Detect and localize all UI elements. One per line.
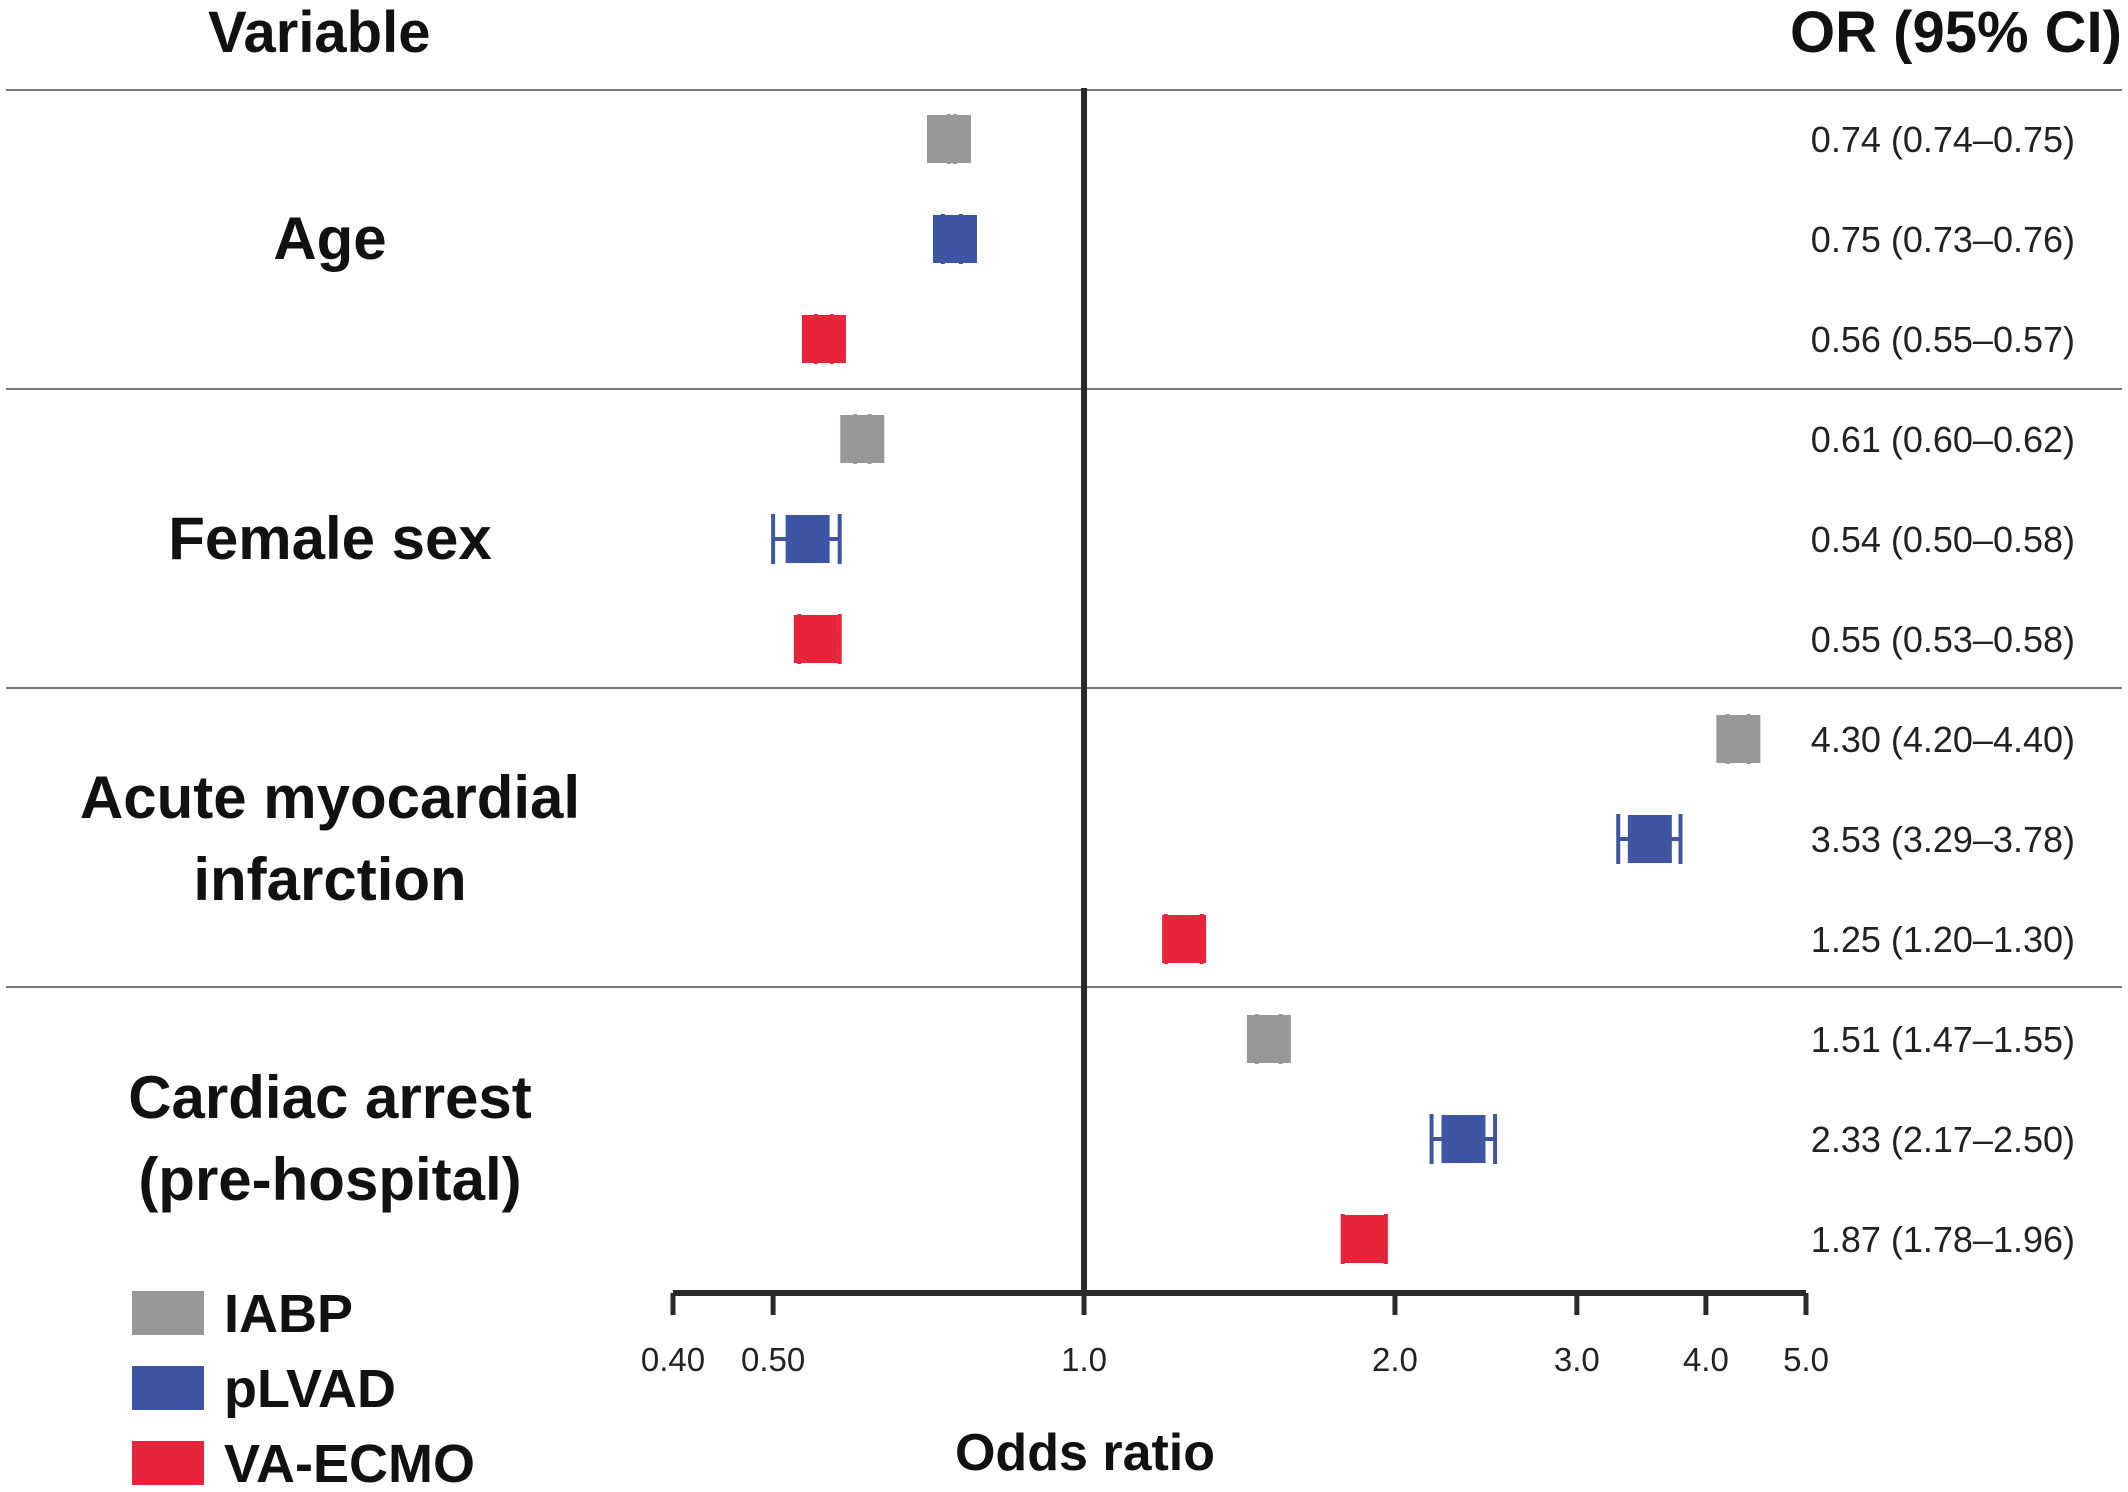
point-estimate-iabp-female-sex xyxy=(840,415,885,463)
x-axis-label: Odds ratio xyxy=(955,1424,1215,1482)
legend-label-iabp: IABP xyxy=(224,1284,353,1344)
or-column-header: OR (95% CI) xyxy=(1790,0,2122,65)
x-tick-label-0-50: 0.50 xyxy=(741,1341,805,1378)
or-value-iabp-cardiac-arrest-pre-hospital: 1.51 (1.47–1.55) xyxy=(1811,1019,2075,1060)
point-estimate-iabp-cardiac-arrest-pre-hospital xyxy=(1246,1015,1291,1063)
group-label-female-sex: Female sex xyxy=(168,505,492,572)
legend-swatch-iabp xyxy=(132,1291,204,1335)
legend-swatch-plvad xyxy=(132,1366,204,1410)
point-estimate-iabp-acute-myocardial-infarction xyxy=(1716,715,1761,763)
group-label-cardiac-arrest-pre-hospital-line-2: (pre-hospital) xyxy=(138,1146,521,1213)
point-estimate-va-ecmo-cardiac-arrest-pre-hospital xyxy=(1342,1215,1387,1263)
point-estimate-va-ecmo-female-sex xyxy=(793,615,838,663)
point-estimate-iabp-age xyxy=(926,115,971,163)
plot-marks: Age 0.74 (0.74–0.75) 0.75 (0.73–0.76) 0.56 … xyxy=(80,88,2075,1293)
x-axis: 0.40 0.50 1.0 2.0 3.0 4.0 5.0 xyxy=(641,1290,1829,1378)
row-separators xyxy=(6,89,2122,988)
group-label-acute-myocardial-infarction-line-2: infarction xyxy=(193,846,466,913)
x-tick-label-0-40: 0.40 xyxy=(641,1341,705,1378)
point-estimate-plvad-acute-myocardial-infarction xyxy=(1627,815,1672,863)
point-estimate-plvad-female-sex xyxy=(785,515,830,563)
point-estimate-plvad-age xyxy=(932,215,977,263)
x-tick-label-2-0: 2.0 xyxy=(1372,1341,1418,1378)
group-label-age: Age xyxy=(273,205,386,272)
point-estimate-va-ecmo-age xyxy=(801,315,846,363)
or-value-va-ecmo-cardiac-arrest-pre-hospital: 1.87 (1.78–1.96) xyxy=(1811,1219,2075,1260)
or-value-plvad-acute-myocardial-infarction: 3.53 (3.29–3.78) xyxy=(1811,819,2075,860)
or-value-iabp-female-sex: 0.61 (0.60–0.62) xyxy=(1811,419,2075,460)
point-estimate-va-ecmo-acute-myocardial-infarction xyxy=(1162,915,1207,963)
group-label-cardiac-arrest-pre-hospital-line-1: Cardiac arrest xyxy=(128,1064,532,1131)
legend: IABP pLVAD VA-ECMO xyxy=(132,1284,475,1492)
or-value-plvad-cardiac-arrest-pre-hospital: 2.33 (2.17–2.50) xyxy=(1811,1119,2075,1160)
x-tick-label-4-0: 4.0 xyxy=(1683,1341,1729,1378)
x-tick-label-1-0: 1.0 xyxy=(1061,1341,1107,1378)
x-tick-label-5-0: 5.0 xyxy=(1783,1341,1829,1378)
legend-label-va-ecmo: VA-ECMO xyxy=(224,1434,475,1492)
or-value-iabp-age: 0.74 (0.74–0.75) xyxy=(1811,119,2075,160)
or-value-va-ecmo-female-sex: 0.55 (0.53–0.58) xyxy=(1811,619,2075,660)
or-value-plvad-female-sex: 0.54 (0.50–0.58) xyxy=(1811,519,2075,560)
group-label-acute-myocardial-infarction-line-1: Acute myocardial xyxy=(80,764,580,831)
point-estimate-plvad-cardiac-arrest-pre-hospital xyxy=(1441,1115,1486,1163)
x-tick-label-3-0: 3.0 xyxy=(1554,1341,1600,1378)
or-value-va-ecmo-acute-myocardial-infarction: 1.25 (1.20–1.30) xyxy=(1811,919,2075,960)
or-value-plvad-age: 0.75 (0.73–0.76) xyxy=(1811,219,2075,260)
variable-column-header: Variable xyxy=(208,0,430,65)
legend-swatch-va-ecmo xyxy=(132,1441,204,1485)
legend-label-plvad: pLVAD xyxy=(224,1359,396,1419)
or-value-iabp-acute-myocardial-infarction: 4.30 (4.20–4.40) xyxy=(1811,719,2075,760)
or-value-va-ecmo-age: 0.56 (0.55–0.57) xyxy=(1811,319,2075,360)
